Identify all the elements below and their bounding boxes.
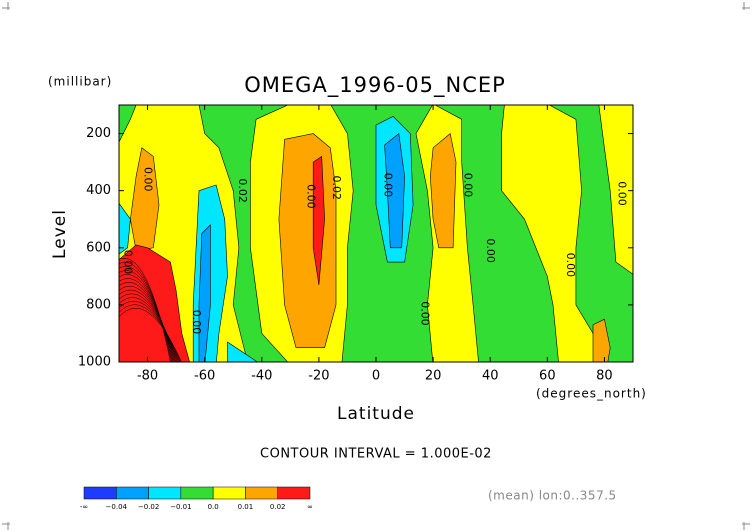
- x-tick-label: 60: [539, 369, 556, 384]
- contour-label: 0.02: [330, 176, 343, 201]
- contour-line: [119, 266, 173, 362]
- y-axis-label: Level: [50, 209, 70, 259]
- contour-region: [198, 224, 211, 362]
- contour-line: [119, 285, 177, 362]
- contour-label: 0.02: [236, 178, 249, 203]
- corner-mark: [742, 2, 750, 10]
- x-tick-label: 20: [425, 369, 442, 384]
- contour-label: 0.00: [461, 173, 474, 198]
- x-tick-label: -40: [251, 369, 272, 384]
- contour-region: [598, 105, 633, 275]
- x-tick-label: -80: [137, 369, 158, 384]
- contour-line: [119, 274, 175, 362]
- colorbar-label: −0.04: [106, 503, 128, 511]
- x-tick-label: -60: [194, 369, 215, 384]
- contour-line: [119, 270, 174, 362]
- contour-region: [384, 133, 405, 249]
- contour-region: [312, 155, 325, 285]
- contour-line: [119, 293, 179, 362]
- colorbar-label: −0.02: [138, 503, 159, 511]
- contour-regions: 0.00 0.00 0.00 0.02 0.00 0.02 0.00 0.00 0.00 0.00…: [119, 105, 633, 362]
- contour-line: [119, 282, 176, 362]
- colorbar-label: -∞: [80, 503, 88, 511]
- colorbar-box: [148, 486, 182, 500]
- contour-region: [429, 133, 457, 249]
- contour-line: [119, 300, 181, 362]
- contour-field: 0.00 0.00 0.00 0.02 0.00 0.02 0.00 0.00 0.00 0.00…: [119, 105, 633, 362]
- contour-region: [592, 318, 611, 362]
- colorbar-label: 0.02: [270, 503, 286, 511]
- contour-line: [119, 304, 181, 362]
- contour-label: 0.00: [616, 181, 629, 206]
- y-tick-label: 400: [86, 183, 111, 198]
- corner-mark: [2, 2, 10, 10]
- x-axis-label: Latitude: [337, 404, 415, 424]
- contour-line: [119, 262, 172, 362]
- y-unit: (millibar): [48, 75, 112, 89]
- y-tick-label: 200: [86, 126, 111, 141]
- contour-line: [119, 307, 182, 362]
- contour-label: 0.00: [564, 253, 577, 278]
- contour-region: [278, 133, 337, 349]
- contour-line: [119, 289, 178, 362]
- contour-region: [227, 341, 258, 362]
- colorbar-label: 0.01: [238, 503, 254, 511]
- footnote: (mean) lon:0..357.5: [488, 489, 617, 503]
- contour-label: 0.00: [142, 167, 155, 192]
- contour-label: 0.00: [122, 250, 135, 275]
- colorbar-box: [277, 486, 311, 500]
- contour-label: 0.00: [381, 173, 394, 198]
- colorbar-label: ∞: [307, 503, 313, 511]
- colorbar-label: 0.0: [208, 503, 219, 511]
- contour-label: 0.00: [484, 238, 497, 263]
- contour-line: [119, 278, 175, 362]
- x-tick-label: 0: [372, 369, 380, 384]
- colorbar-label: −0.01: [170, 503, 191, 511]
- y-tick-label: 1000: [78, 355, 111, 370]
- x-tick-label: -20: [308, 369, 329, 384]
- corner-mark: [742, 522, 750, 530]
- x-unit: (degrees_north): [536, 387, 647, 401]
- contour-label: 0.00: [190, 310, 203, 335]
- x-tick-label: 40: [482, 369, 499, 384]
- y-tick-label: 800: [86, 297, 111, 312]
- corner-mark: [2, 522, 10, 530]
- contour-region: [119, 202, 131, 255]
- colorbar-box: [212, 486, 246, 500]
- colorbar-box: [116, 486, 149, 500]
- x-tick-label: 80: [596, 369, 613, 384]
- contour-label: 0.00: [419, 301, 432, 326]
- contour-line: [119, 257, 171, 362]
- annotation: CONTOUR INTERVAL = 1.000E-02: [260, 447, 492, 462]
- contour-line: [119, 297, 180, 362]
- colorbar-box: [83, 486, 117, 500]
- chart-title: OMEGA_1996-05_NCEP: [244, 73, 506, 98]
- colorbar-box: [180, 486, 214, 500]
- y-tick-label: 600: [86, 240, 111, 255]
- contour-label: 0.00: [304, 184, 317, 209]
- colorbar-box: [245, 486, 278, 500]
